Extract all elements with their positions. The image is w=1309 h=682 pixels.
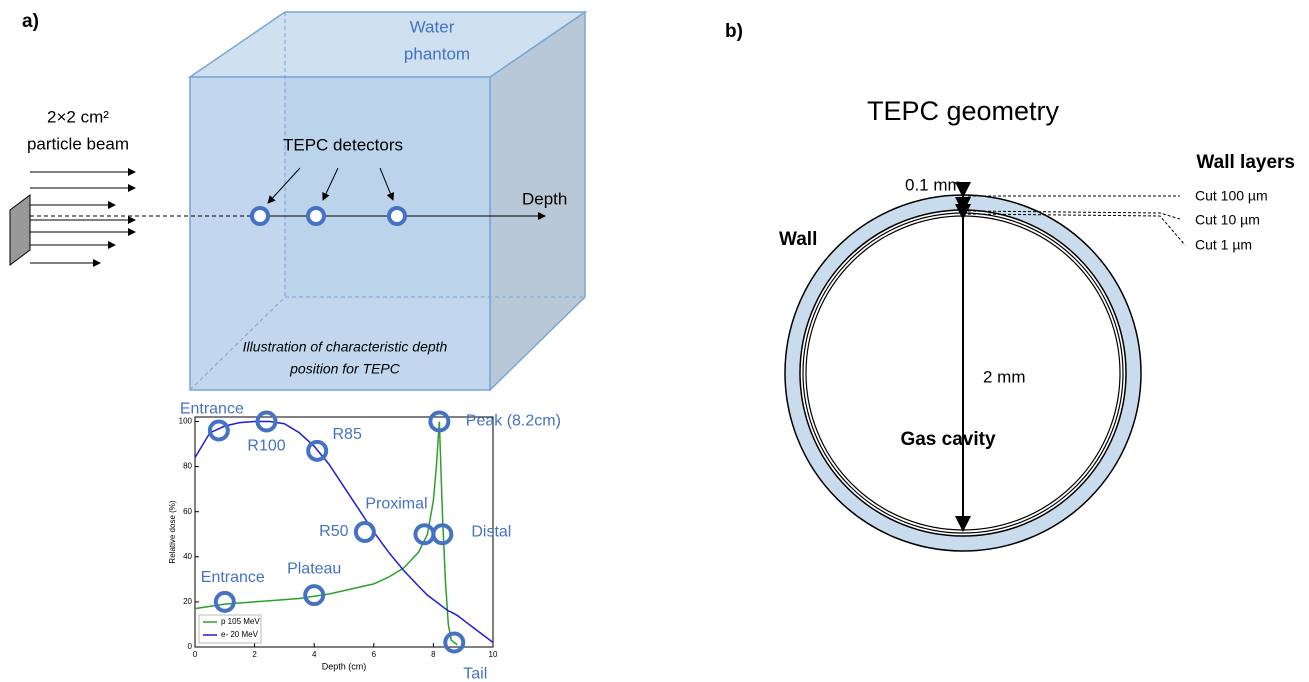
point-label: Proximal bbox=[365, 495, 427, 512]
y-tick-label: 40 bbox=[183, 552, 192, 561]
point-marker bbox=[443, 631, 466, 654]
point-marker bbox=[303, 584, 326, 607]
y-tick-label: 20 bbox=[183, 597, 192, 606]
detectors-label: TEPC detectors bbox=[283, 135, 403, 154]
x-tick-label: 0 bbox=[193, 650, 198, 659]
x-tick-label: 2 bbox=[252, 650, 257, 659]
point-marker bbox=[207, 419, 230, 442]
cut-label: Cut 10 µm bbox=[1195, 212, 1260, 228]
wall-layers-title: Wall layers bbox=[1196, 152, 1295, 173]
y-tick-label: 80 bbox=[183, 462, 192, 471]
x-axis-label: Depth (cm) bbox=[322, 661, 367, 671]
cut-label: Cut 100 µm bbox=[1195, 188, 1268, 204]
y-axis-label: Relative dose (%) bbox=[168, 500, 177, 563]
point-marker bbox=[213, 590, 236, 613]
beam-label: particle beam bbox=[27, 134, 129, 153]
x-tick-label: 10 bbox=[489, 650, 498, 659]
gas-cavity-label: Gas cavity bbox=[900, 429, 995, 450]
point-label: R100 bbox=[247, 438, 285, 455]
panel-label: b) bbox=[725, 21, 743, 42]
x-tick-label: 8 bbox=[431, 650, 436, 659]
caption: position for TEPC bbox=[289, 361, 401, 377]
phantom-label: Water bbox=[410, 17, 455, 36]
panel-label: a) bbox=[22, 11, 39, 32]
x-tick-label: 4 bbox=[312, 650, 317, 659]
diameter-label: 2 mm bbox=[983, 367, 1026, 386]
tepc-geometry bbox=[784, 182, 1186, 552]
wall-label: Wall bbox=[779, 229, 817, 250]
point-label: R50 bbox=[319, 523, 348, 540]
point-label: R85 bbox=[333, 426, 362, 443]
depth-label: Depth bbox=[522, 189, 567, 208]
legend-label: e- 20 MeV bbox=[221, 630, 259, 639]
series-line bbox=[194, 421, 458, 646]
y-tick-label: 60 bbox=[183, 507, 192, 516]
point-marker bbox=[255, 410, 278, 433]
caption: Illustration of characteristic depth bbox=[243, 339, 448, 355]
point-marker bbox=[353, 521, 376, 543]
point-marker bbox=[428, 410, 451, 433]
point-label: Distal bbox=[471, 523, 511, 540]
point-label: Entrance bbox=[201, 569, 265, 586]
thickness-label: 0.1 mm bbox=[905, 175, 962, 194]
point-label: Peak (8.2cm) bbox=[466, 413, 561, 430]
panel-title: TEPC geometry bbox=[867, 96, 1060, 126]
x-tick-label: 6 bbox=[372, 650, 377, 659]
y-tick-label: 100 bbox=[179, 417, 193, 426]
legend-label: p 105 MeV bbox=[221, 617, 260, 626]
phantom-label: phantom bbox=[404, 44, 470, 63]
point-label: Entrance bbox=[180, 401, 244, 418]
series-line bbox=[194, 420, 494, 644]
point-marker bbox=[306, 439, 329, 462]
beam bbox=[9, 167, 546, 267]
point-label: Tail bbox=[463, 666, 487, 682]
beam-label: 2×2 cm² bbox=[47, 107, 109, 126]
y-tick-label: 0 bbox=[188, 642, 193, 651]
point-marker bbox=[431, 523, 454, 546]
water-phantom bbox=[187, 10, 588, 392]
point-label: Plateau bbox=[287, 560, 341, 577]
legend-box bbox=[198, 614, 262, 644]
cut-label: Cut 1 µm bbox=[1195, 237, 1252, 253]
